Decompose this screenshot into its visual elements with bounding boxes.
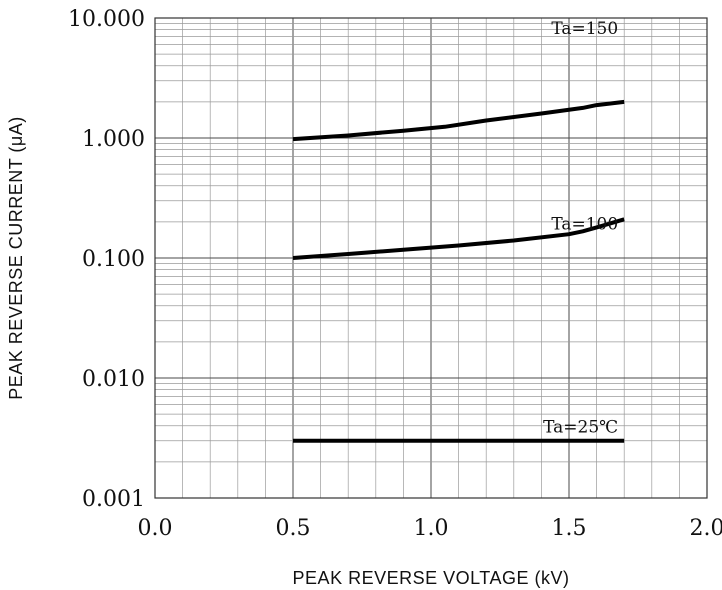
x-tick-label: 0.5 bbox=[276, 516, 311, 541]
series-line-1 bbox=[292, 217, 625, 260]
y-axis-label: PEAK REVERSE CURRENT (μA) bbox=[6, 116, 26, 400]
plot-frame bbox=[154, 17, 708, 499]
x-tick-labels: 0.0 0.5 1.0 1.5 2.0 bbox=[138, 516, 722, 541]
y-tick-label: 0.100 bbox=[82, 247, 145, 272]
y-tick-label: 0.010 bbox=[82, 367, 145, 392]
x-tick-label: 1.0 bbox=[414, 516, 449, 541]
grid bbox=[155, 18, 707, 498]
series-label-0: Ta=150 bbox=[551, 19, 618, 39]
y-tick-labels: 10.000 1.000 0.100 0.010 0.001 bbox=[68, 7, 145, 512]
series-label-1: Ta=100 bbox=[551, 214, 618, 234]
x-tick-label: 2.0 bbox=[690, 516, 722, 541]
y-tick-label: 0.001 bbox=[82, 487, 145, 512]
y-tick-label: 10.000 bbox=[68, 7, 145, 32]
x-axis-label: PEAK REVERSE VOLTAGE (kV) bbox=[293, 568, 570, 588]
x-tick-label: 1.5 bbox=[552, 516, 587, 541]
y-tick-label: 1.000 bbox=[82, 127, 145, 152]
series-group: Ta=150 Ta=100 Ta=25℃ bbox=[292, 19, 625, 443]
series-line-0 bbox=[292, 99, 625, 142]
x-tick-label: 0.0 bbox=[138, 516, 173, 541]
series-label-2: Ta=25℃ bbox=[543, 418, 618, 438]
